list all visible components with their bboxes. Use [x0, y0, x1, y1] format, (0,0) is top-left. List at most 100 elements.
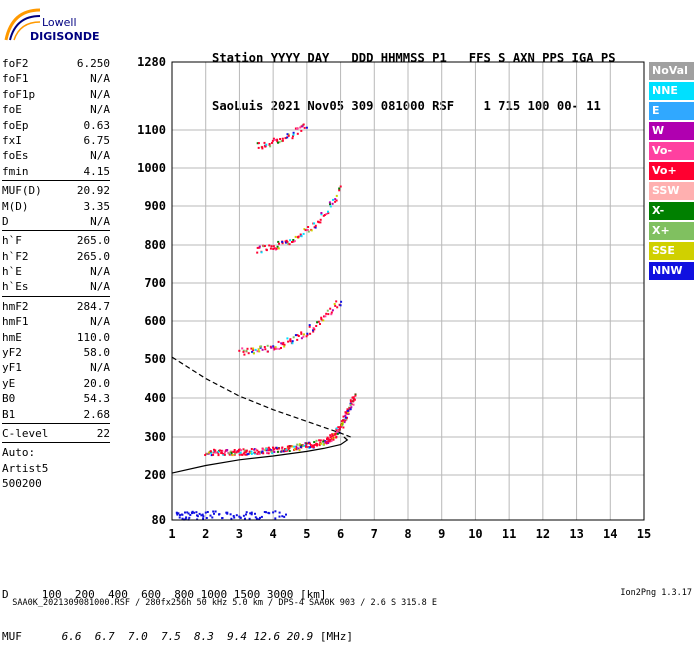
- echo-point: [320, 318, 323, 321]
- echo-point: [238, 349, 241, 352]
- echo-point: [329, 205, 332, 208]
- echo-point: [280, 347, 282, 349]
- param-key: foF1: [2, 72, 29, 86]
- echo-point: [281, 515, 284, 518]
- param-key: foEp: [2, 118, 29, 132]
- echo-point: [320, 316, 323, 319]
- echo-point: [319, 439, 322, 442]
- echo-point: [315, 444, 318, 447]
- file-info-footer: SAA0K_2021309081000.RSF / 280fx256h 50 k…: [2, 588, 698, 618]
- param-value: N/A: [90, 361, 110, 375]
- echo-point: [291, 342, 294, 345]
- echo-point: [334, 198, 337, 201]
- echo-point: [330, 440, 333, 443]
- echo-point: [330, 435, 333, 438]
- x-tick-label: 9: [438, 527, 445, 541]
- param-value: N/A: [90, 72, 110, 86]
- echo-point: [327, 440, 330, 443]
- echo-point: [312, 329, 314, 332]
- echo-point: [256, 452, 259, 455]
- echo-point: [258, 246, 261, 249]
- echo-point: [231, 454, 234, 457]
- echo-point: [250, 513, 253, 516]
- echo-point: [354, 394, 357, 397]
- echo-point: [218, 449, 221, 452]
- echo-point: [196, 515, 199, 518]
- echo-point: [352, 398, 355, 400]
- echo-point: [267, 446, 270, 449]
- y-tick-label: 900: [144, 199, 166, 213]
- echo-point: [261, 146, 264, 149]
- echo-point: [329, 434, 332, 437]
- param-row: fmin 4.15: [2, 164, 110, 179]
- echo-point: [296, 334, 299, 337]
- x-tick-label: 10: [468, 527, 482, 541]
- logo-line1: Lowell: [42, 16, 77, 29]
- echo-point: [264, 145, 267, 148]
- echo-point: [335, 431, 338, 433]
- echo-point: [179, 514, 181, 517]
- echo-point: [266, 452, 268, 455]
- echo-point: [288, 445, 291, 447]
- echo-point: [245, 450, 248, 453]
- echo-point: [287, 133, 290, 136]
- echo-point: [275, 247, 278, 250]
- echo-point: [315, 325, 318, 327]
- echo-point: [270, 449, 273, 452]
- echo-point: [348, 409, 351, 412]
- echo-point: [175, 511, 178, 514]
- echo-point: [283, 345, 286, 348]
- echo-point: [283, 515, 286, 518]
- echo-point: [312, 444, 314, 447]
- param-value: 6.75: [83, 133, 111, 147]
- echo-point: [334, 200, 337, 203]
- echo-point: [246, 347, 249, 350]
- echo-point: [351, 396, 354, 399]
- echo-point: [252, 347, 255, 350]
- echo-point: [261, 451, 263, 454]
- echo-point: [300, 331, 303, 334]
- echo-point: [186, 511, 189, 514]
- param-value: 22: [96, 426, 110, 440]
- echo-point: [313, 222, 316, 225]
- echo-point: [256, 350, 259, 353]
- param-row: h`F 265.0: [2, 233, 110, 248]
- echo-point: [251, 350, 254, 353]
- echo-point: [263, 141, 266, 144]
- echo-point: [344, 414, 347, 417]
- echo-point: [263, 511, 266, 513]
- echo-point: [276, 138, 279, 141]
- echo-point: [285, 513, 287, 516]
- echo-point: [204, 511, 207, 514]
- echo-point: [269, 145, 272, 148]
- echo-point: [240, 449, 242, 452]
- echo-point: [350, 400, 353, 403]
- echo-point: [258, 518, 261, 521]
- param-key: foE: [2, 103, 22, 117]
- echo-point: [342, 419, 345, 422]
- echo-point: [276, 450, 279, 453]
- echo-point: [336, 432, 339, 435]
- echo-point: [261, 147, 264, 150]
- param-key: foEs: [2, 149, 29, 163]
- echo-point: [268, 244, 271, 247]
- echo-point: [322, 214, 325, 217]
- echo-point: [250, 511, 253, 514]
- echo-point: [195, 511, 198, 514]
- echo-point: [265, 511, 267, 514]
- param-key: M(D): [2, 199, 29, 213]
- echo-point: [248, 517, 251, 520]
- echo-point: [277, 340, 280, 343]
- echo-point: [229, 513, 232, 516]
- param-value: N/A: [90, 149, 110, 163]
- y-tick-label: 200: [144, 468, 166, 482]
- echo-point: [206, 453, 209, 455]
- echo-point: [329, 307, 332, 310]
- echo-point: [314, 226, 317, 229]
- logo-emblem-icon: Lowell DIGISONDE: [4, 8, 99, 43]
- echo-point: [306, 442, 309, 445]
- param-value: 20.0: [83, 376, 111, 390]
- echo-point: [322, 319, 325, 322]
- echo-point: [278, 347, 281, 350]
- param-key: hmF2: [2, 299, 29, 313]
